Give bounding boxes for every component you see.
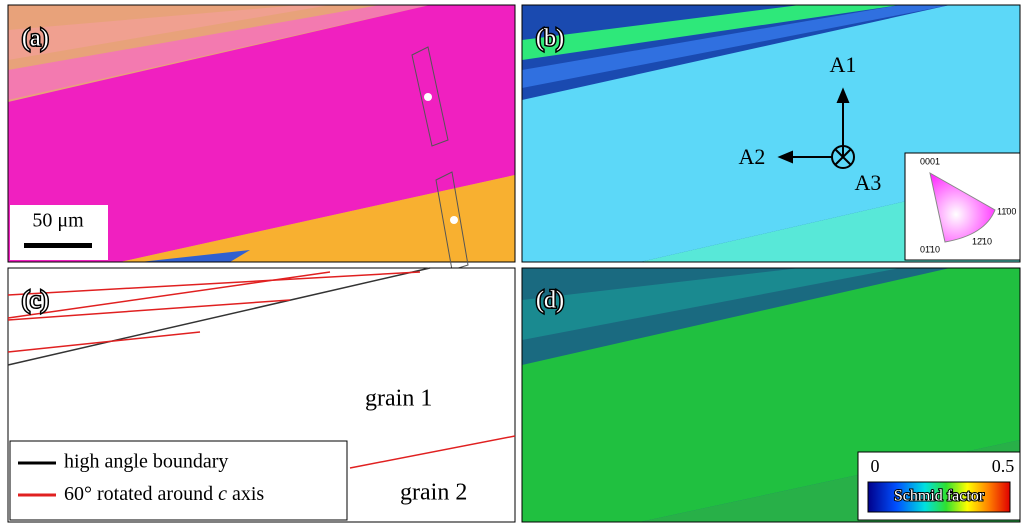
panel-label: (a) [22,26,49,52]
marker [450,216,458,224]
axis-label: A3 [855,170,882,195]
page: (a) 50 μm (b) A1 A2 A3 0001 11̄00 01̄10 … [0,0,1023,530]
axis-label: A2 [739,144,766,169]
ipf-label: 0001 [920,156,940,166]
legend-text: 60° rotated around c axis [64,483,264,505]
grain-label: grain 2 [400,480,467,506]
legend-text-part: c [218,483,227,505]
grain-label: grain 1 [365,386,432,412]
ipf-label: 12̄10 [972,236,992,246]
legend-text-part: axis [227,483,264,505]
axis-label: A1 [830,52,857,77]
marker [424,93,432,101]
panel-label: (d) [536,288,564,314]
panel-label: (b) [536,26,564,52]
scale-bar [24,243,92,248]
legend-text: high angle boundary [64,451,228,473]
colorbar-max: 0.5 [992,456,1015,476]
colorbar-title: Schmid factor [894,488,985,505]
ipf-label: 11̄00 [997,206,1016,216]
colorbar-min: 0 [871,456,880,476]
ipf-label: 01̄10 [920,244,940,254]
legend-text-part: 60° rotated around [64,483,218,505]
panel-label: (c) [22,288,49,314]
figure: (a) 50 μm (b) A1 A2 A3 0001 11̄00 01̄10 … [0,0,1023,525]
scale-text: 50 μm [32,210,84,232]
